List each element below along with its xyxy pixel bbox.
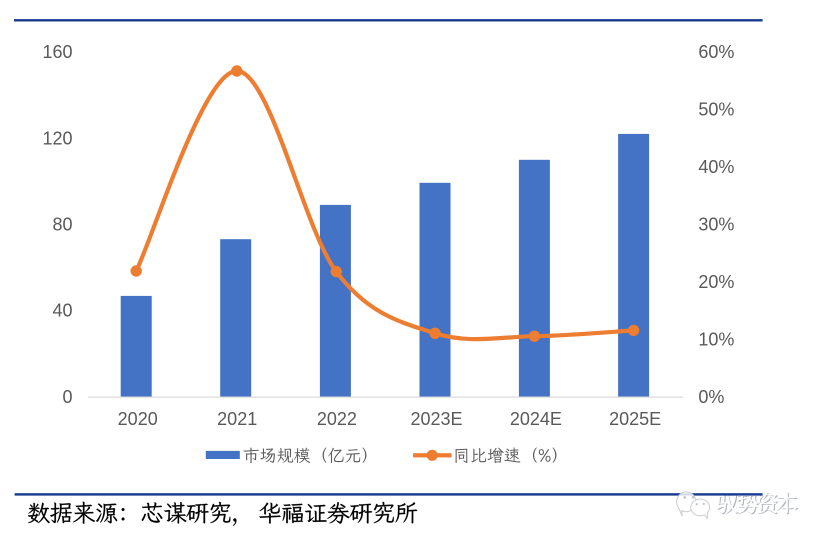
svg-text:2020: 2020 <box>118 409 158 429</box>
svg-text:50%: 50% <box>698 100 734 120</box>
svg-text:10%: 10% <box>698 330 734 350</box>
svg-text:80: 80 <box>52 215 72 235</box>
svg-text:0%: 0% <box>698 387 724 407</box>
svg-text:0: 0 <box>62 387 72 407</box>
svg-text:2021: 2021 <box>217 409 257 429</box>
svg-text:2025E: 2025E <box>609 409 661 429</box>
svg-text:2023E: 2023E <box>410 409 462 429</box>
svg-text:120: 120 <box>42 128 72 148</box>
svg-text:30%: 30% <box>698 215 734 235</box>
svg-text:20%: 20% <box>698 272 734 292</box>
svg-text:40%: 40% <box>698 157 734 177</box>
svg-text:160: 160 <box>42 42 72 62</box>
svg-text:2022: 2022 <box>317 409 357 429</box>
svg-text:2024E: 2024E <box>510 409 562 429</box>
svg-text:40: 40 <box>52 301 72 321</box>
svg-text:60%: 60% <box>698 42 734 62</box>
